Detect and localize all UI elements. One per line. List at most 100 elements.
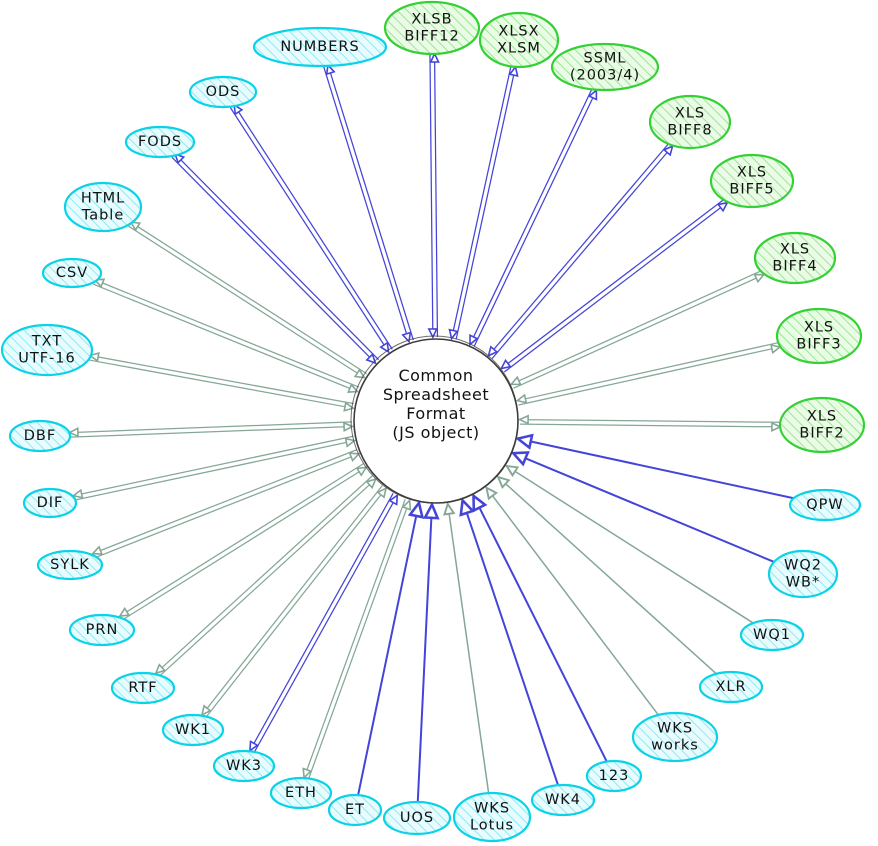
read-arrow [520,420,781,423]
node-label: 123 [599,768,630,784]
read-arrow [158,479,375,677]
node-label: WB* [786,575,821,591]
node-ellipse [709,153,795,209]
node-label: BIFF3 [796,337,841,353]
write-arrow [435,54,438,337]
format-node-qpw: QPW [788,488,862,522]
write-arrow [234,105,393,350]
format-node-sylk: SYLK [36,549,104,581]
format-node-dif: DIF [22,487,78,519]
write-arrow [131,222,367,375]
arrow-wk1 [202,485,386,718]
format-node-wk1: WK1 [161,713,225,747]
arrow-csv [93,280,360,392]
node-label: XLS [804,320,834,336]
arrow-dbf [69,421,352,438]
arrows-layer [69,54,794,803]
format-node-wk4: WK4 [530,783,596,817]
write-arrow [156,475,373,673]
format-node-eth: ETH [269,776,333,810]
node-label: XLS [737,165,767,181]
node-label: TXT [31,334,62,350]
node-ellipse [698,670,764,704]
read-arrow [487,488,659,716]
arrow-prn [120,463,366,621]
arrow-html [128,222,367,377]
node-ellipse [124,125,196,159]
read-arrow [323,66,409,342]
arrow-txt [89,356,353,409]
node-label: ODS [206,84,241,100]
center-circle-outline [350,335,519,504]
node-label: (2003/4) [570,68,640,84]
node-label: XLR [715,679,746,695]
write-arrow [518,347,780,406]
write-arrow [202,485,383,715]
arrow-rtf [156,475,375,677]
node-label: HTML [81,191,125,207]
read-arrow [498,477,717,675]
node-ellipse [478,11,560,69]
read-arrow [94,454,359,559]
node-label: WK1 [175,722,211,738]
format-node-wk3: WK3 [212,749,276,783]
arrow-123 [474,496,608,762]
node-ellipse [252,26,388,68]
write-arrow [93,449,358,554]
node-label: CSV [56,265,88,281]
read-arrow [518,439,794,500]
node-label: PRN [86,622,119,638]
read-arrow [452,66,512,338]
read-arrow [307,501,410,780]
node-label: SSML [584,51,627,67]
read-arrow [74,441,355,501]
node-ellipse [327,793,383,827]
node-label: BIFF12 [404,29,459,45]
read-arrow [502,198,725,368]
arrow-xls-biff3 [518,341,780,406]
format-node-ssml: SSML(2003/4) [550,42,660,92]
node-ellipse [530,783,596,817]
write-arrow [513,275,763,389]
center-label: Format [406,404,465,423]
node-ellipse [648,94,732,150]
node-ellipse [68,613,136,647]
node-label: WKS [657,721,693,737]
write-arrow [95,280,360,388]
write-arrow [519,424,780,427]
node-ellipse [767,549,839,599]
read-arrow [416,505,432,803]
center-label: Common [398,366,473,385]
node-label: Lotus [470,818,514,834]
read-arrow [205,488,386,718]
node-ellipse [383,0,481,56]
node-ellipse [0,323,94,377]
node-label: BIFF8 [667,123,712,139]
read-arrow [229,107,388,352]
arrow-wks-lotus [448,504,490,794]
node-label: Table [81,208,125,224]
arrow-wq1 [507,466,754,624]
node-ellipse [63,181,143,233]
node-label: WK3 [226,758,262,774]
format-node-ods: ODS [188,75,258,109]
read-arrow [463,501,559,786]
arrow-ods [229,105,393,352]
read-arrow [430,54,433,337]
node-label: BIFF5 [729,182,774,198]
node-label: UOS [400,810,434,826]
write-arrow [304,498,406,777]
node-ellipse [739,618,805,652]
node-ellipse [452,791,532,843]
node-label: SYLK [50,557,90,573]
read-arrow [69,426,352,438]
node-ellipse [8,419,72,453]
